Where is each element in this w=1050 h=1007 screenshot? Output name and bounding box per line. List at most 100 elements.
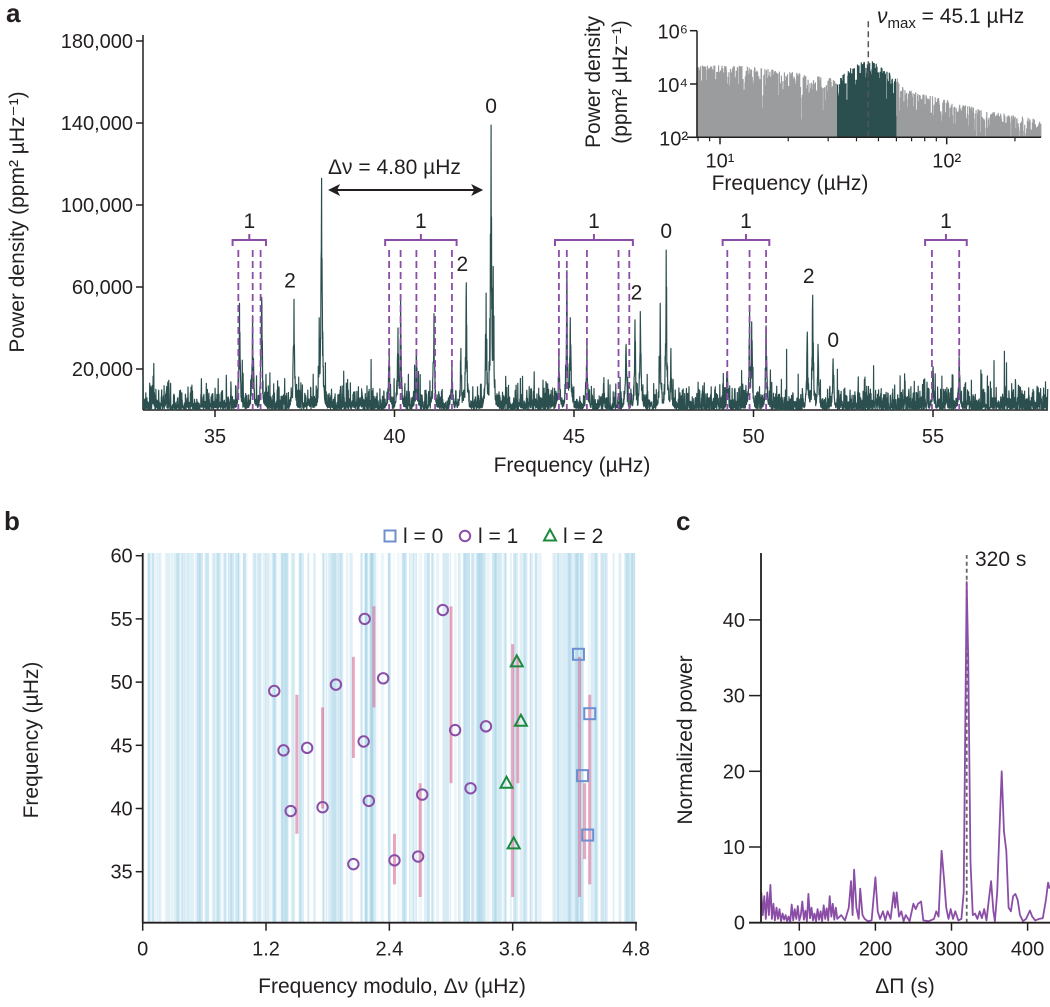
echelle-streak [574,553,578,923]
l1-group-label: 1 [588,210,600,233]
echelle-streak [279,553,283,923]
echelle-streak [445,553,449,923]
echelle-streak [490,553,494,923]
echelle-streak [336,553,339,923]
echelle-streak [177,553,180,923]
echelle-streak [632,553,635,923]
echelle-streak [253,553,257,923]
echelle-streak [194,553,198,923]
echelle-streak [567,553,570,923]
echelle-streak [350,553,352,923]
echelle-streak [233,553,236,923]
panel-b-legend: l = 0 l = 1 l = 2 [383,525,603,548]
echelle-power-ridge [295,694,299,834]
echelle-streak [466,553,471,923]
echelle-streak [223,553,227,923]
mode-marker-circle [362,794,375,808]
echelle-streak [197,553,200,923]
echelle-streak [149,553,153,923]
mode-marker-circle [284,804,297,818]
echelle-streak [436,553,440,923]
panel-a-ytick-label: 140,000 [61,113,133,135]
mode-degree-label: 2 [803,265,815,288]
panel-label-c: c [676,506,690,536]
panel-b-ytick-label: 55 [110,609,132,631]
panel-c-xlabel: ΔΠ (s) [875,975,935,998]
echelle-streak [467,553,470,923]
echelle-power-ridge [583,783,587,860]
echelle-streak [147,553,150,923]
echelle-streak [284,553,286,923]
echelle-power-ridge [418,783,422,897]
echelle-streak [600,553,603,923]
echelle-streak [242,553,246,923]
panel-c-ylabel: Normalized power [674,655,697,824]
echelle-streak [216,553,219,923]
echelle-streak [237,553,240,923]
legend-label: l = 0 [403,525,443,548]
echelle-streak [152,553,155,923]
inset-ytick-label: 10⁴ [657,75,688,97]
panel-c-ytick-label: 30 [723,686,745,708]
echelle-streak [313,553,316,923]
echelle-streak [530,553,532,923]
echelle-streak [331,553,335,923]
echelle-streak [259,553,262,923]
echelle-streak [285,553,289,923]
echelle-streak [513,553,517,923]
panel-b-ytick-label: 40 [110,799,132,821]
echelle-streak [211,553,216,923]
echelle-streak [431,553,433,923]
panel-c-xtick-label: 300 [935,939,968,961]
arrow-head-right-icon [471,184,484,196]
mode-marker-square [583,707,597,721]
inset-plot: 10² 10⁴ 10⁶ 10¹ 10² [657,20,1042,172]
echelle-streak [427,553,430,923]
echelle-streak [227,553,230,923]
echelle-streak [420,553,423,923]
echelle-streak [380,553,383,923]
numax-label: νmax = 45.1 µHz [877,5,1024,32]
echelle-streak [242,553,247,923]
echelle-streak [388,553,391,923]
echelle-streak [415,553,418,923]
mode-marker-circle [479,720,493,733]
echelle-streak [231,553,233,923]
inset-ylabel-line2: (ppm² µHz⁻¹) [609,20,632,144]
panel-label-b: b [4,506,20,536]
echelle-streak [590,553,594,923]
echelle-streak [369,553,373,923]
echelle-streak [301,553,303,923]
echelle-streak [360,553,363,923]
echelle-streak [628,553,633,923]
echelle-streak [373,553,377,923]
mode-degree-label: 2 [456,253,468,276]
echelle-streak [409,553,411,923]
echelle-streak [580,553,584,923]
echelle-streak [284,553,288,923]
panel-b-xtick-label: 4.8 [622,939,650,961]
echelle-streak [199,553,203,923]
mode-marker-square [576,769,590,783]
echelle-streak [369,553,374,923]
echelle-streak [176,553,179,923]
echelle-power-ridge [392,833,396,885]
power-spectrum-line [142,124,1049,411]
panel-b-plot: 35 40 45 50 55 60 0 1.2 2.4 3.6 4.8 [110,546,649,961]
echelle-streak [229,553,232,923]
echelle-streak [556,553,559,923]
mode-degree-label: 0 [485,95,497,118]
echelle-streak [302,553,304,923]
echelle-streak [298,553,302,923]
panel-a-ticks: 20,000 60,000 100,000 140,000 180,000 35 40 45 5… [61,31,1048,448]
echelle-streak [299,553,302,923]
l1-group-label: 1 [415,210,427,233]
inset-xtick-label: 10¹ [706,150,735,172]
echelle-streak [424,553,428,923]
echelle-streak [471,553,475,923]
echelle-streak [170,553,172,923]
echelle-streak [222,553,227,923]
panel-b-xtick-label: 3.6 [499,939,527,961]
echelle-streak [205,553,209,923]
echelle-streak [633,553,636,923]
